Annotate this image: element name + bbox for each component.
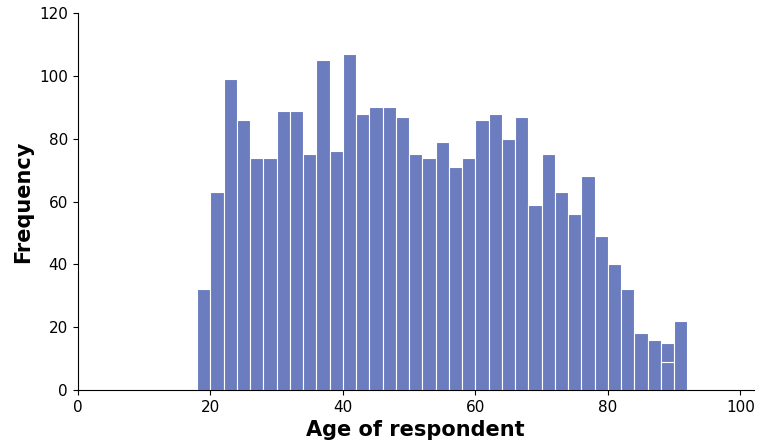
Bar bbox=[263, 158, 277, 390]
Bar bbox=[661, 343, 674, 390]
Bar bbox=[303, 155, 316, 390]
Bar bbox=[343, 54, 356, 390]
Bar bbox=[502, 139, 515, 390]
Bar bbox=[621, 289, 634, 390]
Bar bbox=[528, 205, 542, 390]
Bar bbox=[661, 361, 674, 390]
Bar bbox=[581, 176, 594, 390]
Bar bbox=[290, 111, 303, 390]
Bar bbox=[542, 155, 555, 390]
Bar bbox=[250, 158, 263, 390]
Y-axis label: Frequency: Frequency bbox=[13, 140, 33, 263]
Bar bbox=[515, 117, 528, 390]
Bar bbox=[568, 214, 581, 390]
Bar bbox=[423, 158, 436, 390]
Bar bbox=[462, 158, 476, 390]
Bar bbox=[436, 142, 449, 390]
Bar bbox=[237, 120, 250, 390]
Bar bbox=[555, 192, 568, 390]
Bar bbox=[594, 236, 608, 390]
Bar bbox=[395, 117, 409, 390]
Bar bbox=[634, 334, 648, 390]
Bar bbox=[224, 79, 237, 390]
Bar bbox=[608, 264, 621, 390]
Bar bbox=[648, 340, 661, 390]
Bar bbox=[316, 60, 329, 390]
Bar bbox=[674, 321, 688, 390]
X-axis label: Age of respondent: Age of respondent bbox=[306, 420, 525, 440]
Bar bbox=[476, 120, 489, 390]
Bar bbox=[211, 192, 224, 390]
Bar bbox=[489, 114, 502, 390]
Bar bbox=[329, 152, 343, 390]
Bar bbox=[382, 108, 395, 390]
Bar bbox=[409, 155, 423, 390]
Bar bbox=[197, 289, 211, 390]
Bar bbox=[449, 167, 462, 390]
Bar bbox=[369, 108, 382, 390]
Bar bbox=[356, 114, 369, 390]
Bar bbox=[277, 111, 290, 390]
